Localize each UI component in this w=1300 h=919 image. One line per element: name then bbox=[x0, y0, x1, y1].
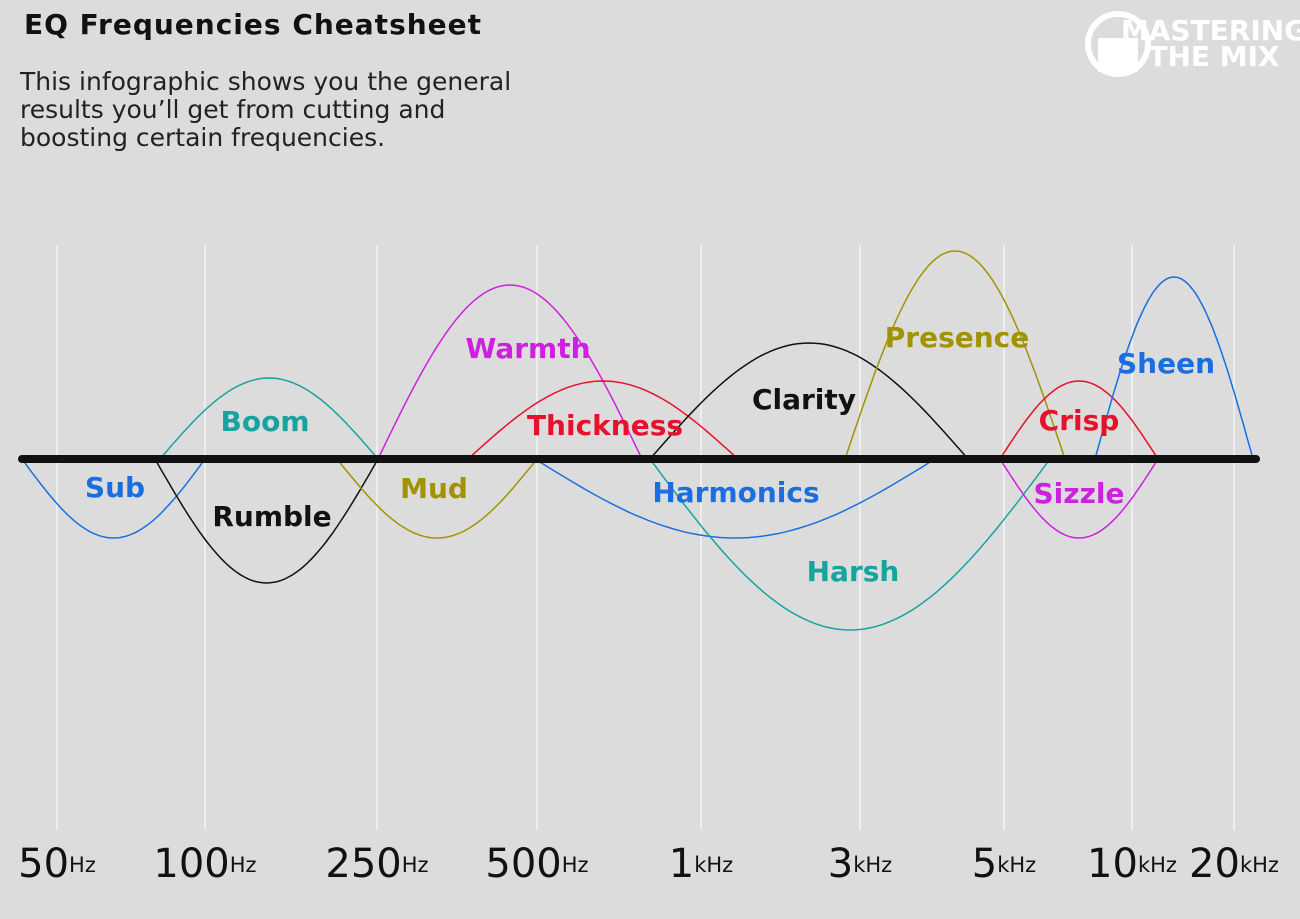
band-curve bbox=[844, 250, 1066, 460]
band-curve bbox=[159, 377, 379, 460]
band-curve bbox=[649, 342, 969, 460]
band-label: Sub bbox=[85, 471, 145, 504]
frequency-label: 3kHz bbox=[828, 841, 892, 887]
band-curve bbox=[999, 458, 1159, 539]
band-curve bbox=[377, 284, 643, 460]
frequency-number: 3 bbox=[828, 841, 853, 887]
description-line: This infographic shows you the general bbox=[19, 67, 511, 96]
frequency-number: 500 bbox=[485, 841, 561, 887]
band-label: Sheen bbox=[1117, 347, 1215, 380]
description-line: results you’ll get from cutting and bbox=[20, 95, 445, 124]
band-curve bbox=[999, 380, 1159, 460]
band-label: Presence bbox=[885, 321, 1030, 354]
frequency-unit: kHz bbox=[1138, 853, 1177, 877]
band-label: Mud bbox=[400, 472, 468, 505]
frequency-unit: kHz bbox=[1240, 853, 1279, 877]
frequency-unit: Hz bbox=[402, 853, 429, 877]
frequency-unit: kHz bbox=[853, 853, 892, 877]
band-label: Harsh bbox=[807, 555, 900, 588]
frequency-number: 5 bbox=[972, 841, 997, 887]
band-label: Boom bbox=[221, 405, 310, 438]
frequency-unit: Hz bbox=[562, 853, 589, 877]
title: EQ Frequencies Cheatsheet bbox=[24, 8, 482, 41]
logo-text: MASTERING bbox=[1121, 14, 1300, 47]
frequency-unit: kHz bbox=[694, 853, 733, 877]
frequency-number: 10 bbox=[1087, 841, 1138, 887]
band-label: Thickness bbox=[527, 409, 683, 442]
band-curve bbox=[154, 458, 379, 584]
frequency-label: 500Hz bbox=[485, 841, 588, 887]
band-label: Harmonics bbox=[652, 476, 819, 509]
frequency-label: 250Hz bbox=[325, 841, 428, 887]
frequency-label: 20kHz bbox=[1189, 841, 1279, 887]
frequency-unit: Hz bbox=[69, 853, 96, 877]
frequency-label: 1kHz bbox=[669, 841, 733, 887]
frequency-number: 50 bbox=[18, 841, 69, 887]
frequency-label: 50Hz bbox=[18, 841, 96, 887]
frequency-number: 250 bbox=[325, 841, 401, 887]
frequency-label: 100Hz bbox=[153, 841, 256, 887]
frequency-number: 100 bbox=[153, 841, 229, 887]
band-curve bbox=[534, 458, 936, 539]
frequency-unit: kHz bbox=[997, 853, 1036, 877]
band-curve bbox=[649, 458, 1051, 631]
frequency-number: 1 bbox=[669, 841, 694, 887]
logo-icon bbox=[1085, 11, 1151, 77]
logo-text: THE MIX bbox=[1148, 40, 1280, 73]
frequency-label: 10kHz bbox=[1087, 841, 1177, 887]
band-label: Sizzle bbox=[1034, 477, 1125, 510]
band-label: Clarity bbox=[752, 383, 856, 416]
band-curve bbox=[21, 458, 206, 539]
frequency-number: 20 bbox=[1189, 841, 1240, 887]
band-curve bbox=[1094, 276, 1254, 460]
description-line: boosting certain frequencies. bbox=[20, 123, 385, 152]
band-label: Rumble bbox=[212, 500, 331, 533]
band-label: Warmth bbox=[465, 332, 590, 365]
logo-icon bbox=[1098, 38, 1138, 72]
logo: MASTERING THE MIX bbox=[1085, 11, 1300, 77]
band-curve bbox=[467, 380, 739, 460]
frequency-unit: Hz bbox=[230, 853, 257, 877]
band-label: Crisp bbox=[1039, 404, 1120, 437]
frequency-label: 5kHz bbox=[972, 841, 1036, 887]
band-curve bbox=[336, 458, 538, 539]
